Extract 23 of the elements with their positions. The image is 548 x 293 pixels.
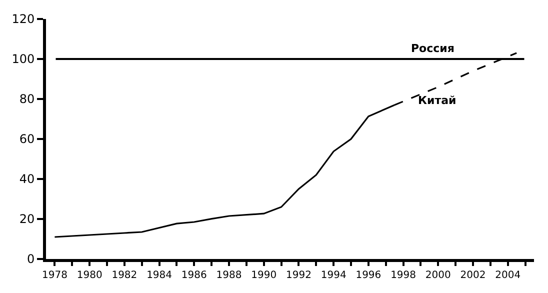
x-tick-label: 1982 bbox=[112, 270, 138, 281]
x-tick-label: 2002 bbox=[460, 270, 486, 281]
x-tick-label: 2004 bbox=[495, 270, 521, 281]
x-tick-label: 1996 bbox=[356, 270, 382, 281]
x-tick-label: 1978 bbox=[42, 270, 68, 281]
y-tick-label: 80 bbox=[19, 92, 35, 106]
x-tick-label: 1994 bbox=[320, 270, 346, 281]
x-tick-label: 1986 bbox=[181, 270, 207, 281]
y-tick-label: 100 bbox=[12, 52, 35, 66]
x-tick-label: 1998 bbox=[390, 270, 416, 281]
x-tick-label: 1990 bbox=[251, 270, 277, 281]
y-tick-label: 40 bbox=[19, 172, 35, 186]
y-tick-label: 120 bbox=[12, 12, 35, 26]
ref-line-label: Россия bbox=[411, 42, 454, 55]
x-tick-label: 2000 bbox=[425, 270, 451, 281]
x-tick-label: 1980 bbox=[76, 270, 102, 281]
y-tick-label: 20 bbox=[19, 212, 35, 226]
y-tick-label: 60 bbox=[19, 132, 35, 146]
annotation: Китай bbox=[418, 94, 456, 107]
x-tick-label: 1992 bbox=[286, 270, 312, 281]
x-tick-label: 1988 bbox=[216, 270, 242, 281]
x-tick-label: 1984 bbox=[146, 270, 172, 281]
y-tick-label: 0 bbox=[26, 252, 35, 266]
